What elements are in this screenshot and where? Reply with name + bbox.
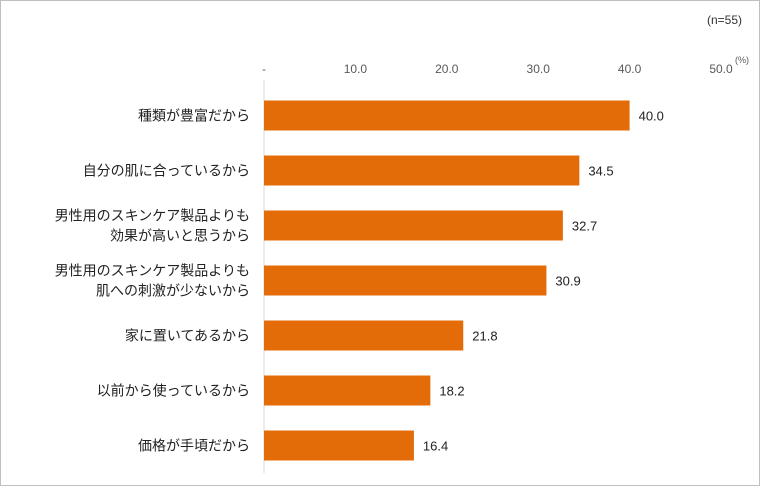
bar (264, 320, 464, 351)
bar (264, 210, 563, 241)
x-tick-label: 40.0 (618, 62, 642, 76)
category-label: 家に置いてあるから (125, 328, 250, 345)
bar (264, 100, 630, 131)
x-tick-label: 50.0 (709, 62, 733, 76)
category-label: 男性用のスキンケア製品よりも (55, 209, 250, 225)
x-tick-label: 20.0 (435, 62, 459, 76)
sample-size-note: (n=55) (707, 13, 742, 27)
category-label: 男性用のスキンケア製品よりも (55, 264, 250, 280)
bar-value-label: 21.8 (472, 329, 497, 344)
bar-value-label: 32.7 (572, 219, 597, 234)
x-tick-label: 10.0 (344, 62, 368, 76)
category-label: 効果が高いと思うから (110, 228, 250, 245)
bar (264, 375, 431, 406)
category-label: 種類が豊富だから (138, 108, 250, 125)
bar-value-label: 30.9 (555, 274, 580, 289)
category-label: 肌への刺激が少ないから (96, 283, 250, 300)
bar-value-label: 40.0 (639, 109, 664, 124)
bar-value-label: 16.4 (423, 439, 448, 454)
x-axis-ticks: - 10.0 20.0 30.0 40.0 50.0 (262, 62, 733, 76)
bar-value-label: 34.5 (588, 164, 613, 179)
bar-value-label: 18.2 (439, 384, 464, 399)
category-label: 価格が手頃だから (138, 439, 250, 455)
bar (264, 265, 547, 296)
category-label: 以前から使っているから (97, 383, 250, 400)
category-label: 自分の肌に合っているから (83, 164, 250, 180)
x-tick-label: - (262, 62, 266, 76)
bars-group: 40.0 種類が豊富だから 34.5 自分の肌に合っているから 32.7 男性用のスキンケ… (55, 100, 664, 461)
x-tick-label: 30.0 (527, 62, 551, 76)
bar (264, 430, 414, 461)
unit-label: (%) (735, 55, 749, 65)
bar (264, 155, 580, 186)
